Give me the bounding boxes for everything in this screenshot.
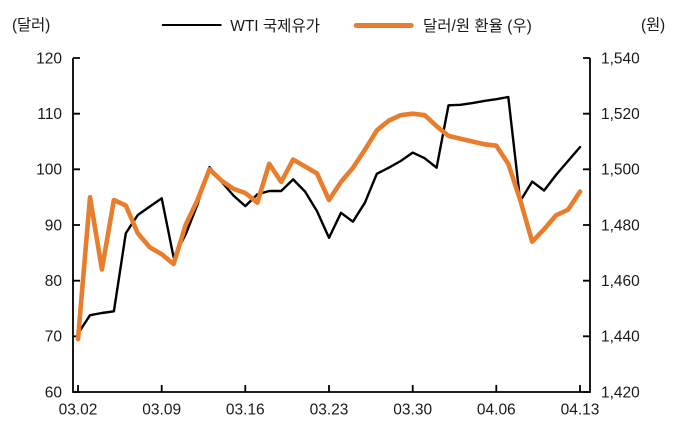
y-right-tick-label: 1,480 — [601, 217, 640, 234]
y-right-tick-label: 1,460 — [601, 273, 640, 290]
x-tick-label: 03.23 — [310, 402, 349, 419]
fx-line-swatch — [353, 22, 414, 28]
y-left-tick-label: 110 — [37, 106, 62, 123]
y-left-tick-label: 100 — [36, 162, 62, 179]
y-left-tick-label: 120 — [36, 50, 62, 67]
left-axis-unit-label: (달러) — [12, 17, 51, 34]
y-left-tick-label: 60 — [45, 384, 63, 401]
axis-frame — [72, 58, 591, 393]
legend-label-wti: WTI 국제유가 — [230, 18, 320, 35]
x-tick-label: 03.09 — [142, 402, 181, 419]
axis-ticks — [73, 57, 590, 393]
x-tick-label: 03.02 — [59, 402, 98, 419]
x-tick-label: 04.13 — [561, 402, 600, 419]
legend-item-fx: 달러/원 환율 (우) — [353, 14, 532, 36]
chart-legend: WTI 국제유가 달러/원 환율 (우) — [161, 14, 532, 36]
y-right-tick-label: 1,520 — [601, 106, 640, 123]
right-axis-unit-label: (원) — [641, 17, 665, 34]
y-right-tick-label: 1,420 — [601, 384, 640, 401]
y-right-tick-label: 1,500 — [601, 162, 640, 179]
legend-label-fx: 달러/원 환율 (우) — [422, 18, 532, 35]
usdkrw-rate-line — [75, 111, 583, 342]
wti-line-swatch — [161, 23, 222, 27]
x-tick-label: 03.30 — [393, 402, 432, 419]
legend-item-wti: WTI 국제유가 — [161, 14, 320, 36]
y-right-tick-label: 1,540 — [601, 50, 640, 67]
y-left-tick-label: 90 — [45, 217, 63, 234]
x-tick-label: 03.16 — [226, 402, 265, 419]
y-left-tick-label: 70 — [45, 329, 63, 346]
wti-price-line — [76, 95, 582, 335]
y-left-tick-label: 80 — [45, 273, 63, 290]
y-right-tick-label: 1,440 — [601, 329, 640, 346]
x-tick-label: 04.06 — [477, 402, 516, 419]
